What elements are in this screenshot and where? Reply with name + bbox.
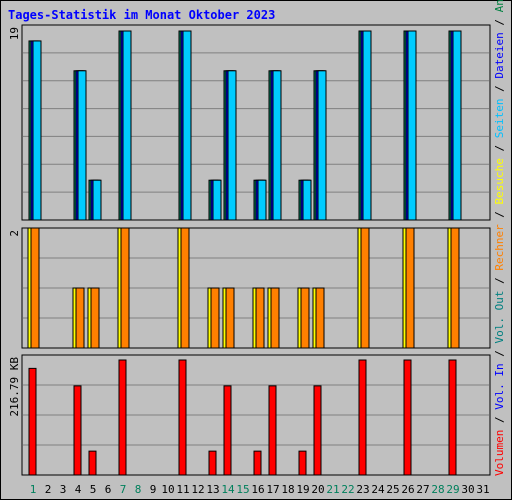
x-tick-label-day-27: 27 <box>416 483 429 496</box>
bar-seiten-day-26 <box>407 30 417 221</box>
bar-volumen-day-4 <box>73 385 82 476</box>
bar-seiten-day-23 <box>362 30 372 221</box>
x-tick-label-day-30: 30 <box>461 483 474 496</box>
x-tick-label-day-8: 8 <box>135 483 142 496</box>
x-tick-label-day-24: 24 <box>371 483 385 496</box>
legend-separator: / <box>493 79 506 99</box>
bar-rechner-day-4 <box>75 287 85 349</box>
bar-rechner-day-20 <box>315 287 325 349</box>
bar-rechner-day-13 <box>210 287 220 349</box>
bar-seiten-day-16 <box>257 179 267 221</box>
x-tick-label-day-20: 20 <box>311 483 324 496</box>
bar-rechner-day-14 <box>225 287 235 349</box>
legend-separator: / <box>493 138 506 158</box>
x-tick-label-day-15: 15 <box>236 483 249 496</box>
legend-separator: / <box>493 410 506 430</box>
bar-seiten-day-7 <box>122 30 132 221</box>
x-tick-label-day-21: 21 <box>326 483 339 496</box>
y-axis-max-label-visits: 2 <box>8 230 21 237</box>
bar-seiten-day-11 <box>182 30 192 221</box>
legend-item: Seiten <box>493 98 506 138</box>
legend-separator: / <box>493 271 506 291</box>
bar-seiten-day-14 <box>227 70 237 221</box>
bar-volumen-day-26 <box>403 359 412 476</box>
bar-rechner-day-19 <box>300 287 310 349</box>
x-tick-label-day-25: 25 <box>386 483 399 496</box>
legend-item: Vol. Out <box>493 291 506 344</box>
bar-rechner-day-26 <box>405 227 415 349</box>
x-tick-label-day-2: 2 <box>45 483 52 496</box>
legend-separator: / <box>493 12 506 32</box>
bar-volumen-day-13 <box>208 450 217 476</box>
right-legend: Volumen / Vol. In / Vol. Out / Rechner /… <box>493 0 506 476</box>
chart-title: Tages-Statistik im Monat Oktober 2023 <box>8 8 276 22</box>
y-axis-max-label-volume: 216.79 KB <box>8 357 21 417</box>
bar-volumen-day-5 <box>88 450 97 476</box>
x-tick-label-day-6: 6 <box>105 483 112 496</box>
x-tick-label-day-17: 17 <box>266 483 279 496</box>
bar-rechner-day-29 <box>450 227 460 349</box>
legend-separator: / <box>493 204 506 224</box>
bar-volumen-day-14 <box>223 385 232 476</box>
x-tick-label-day-14: 14 <box>221 483 235 496</box>
x-tick-label-day-3: 3 <box>60 483 67 496</box>
bar-volumen-day-19 <box>298 450 307 476</box>
bar-volumen-day-23 <box>358 359 367 476</box>
x-tick-label-day-19: 19 <box>296 483 309 496</box>
x-tick-label-day-9: 9 <box>150 483 157 496</box>
bar-volumen-day-1 <box>28 367 37 476</box>
x-tick-label-day-10: 10 <box>161 483 174 496</box>
x-tick-label-day-28: 28 <box>431 483 444 496</box>
bar-rechner-day-5 <box>90 287 100 349</box>
bar-rechner-day-16 <box>255 287 265 349</box>
x-tick-label-day-22: 22 <box>341 483 354 496</box>
bar-volumen-day-29 <box>448 359 457 476</box>
x-tick-label-day-31: 31 <box>476 483 489 496</box>
legend-item: Volumen <box>493 430 506 476</box>
x-tick-label-day-16: 16 <box>251 483 264 496</box>
x-tick-label-day-12: 12 <box>191 483 204 496</box>
bar-rechner-day-17 <box>270 287 280 349</box>
legend-item: Anfragen <box>493 0 506 12</box>
bar-rechner-day-7 <box>120 227 130 349</box>
bar-volumen-day-16 <box>253 450 262 476</box>
legend-item: Vol. In <box>493 363 506 409</box>
bar-volumen-day-20 <box>313 385 322 476</box>
x-tick-label-day-13: 13 <box>206 483 219 496</box>
bar-seiten-day-1 <box>32 40 42 221</box>
x-tick-label-day-26: 26 <box>401 483 414 496</box>
y-axis-max-label-requests: 19 <box>8 27 21 40</box>
bar-seiten-day-17 <box>272 70 282 221</box>
x-tick-label-day-11: 11 <box>176 483 189 496</box>
bar-rechner-day-1 <box>30 227 40 349</box>
x-tick-label-day-29: 29 <box>446 483 459 496</box>
bar-volumen-day-7 <box>118 359 127 476</box>
x-tick-label-day-23: 23 <box>356 483 369 496</box>
bar-volumen-day-11 <box>178 359 187 476</box>
x-tick-label-day-5: 5 <box>90 483 97 496</box>
legend-item: Rechner <box>493 224 506 271</box>
bar-seiten-day-29 <box>452 30 462 221</box>
bar-rechner-day-11 <box>180 227 190 349</box>
legend-item: Dateien <box>493 32 506 78</box>
legend-item: Besuche <box>493 158 506 204</box>
bar-seiten-day-13 <box>212 179 222 221</box>
bar-seiten-day-5 <box>92 179 102 221</box>
bar-rechner-day-23 <box>360 227 370 349</box>
bar-volumen-day-17 <box>268 385 277 476</box>
legend-separator: / <box>493 344 506 364</box>
bar-seiten-day-19 <box>302 179 312 221</box>
bar-seiten-day-4 <box>77 70 87 221</box>
x-tick-label-day-18: 18 <box>281 483 294 496</box>
bar-seiten-day-20 <box>317 70 327 221</box>
x-tick-label-day-1: 1 <box>30 483 37 496</box>
x-tick-label-day-7: 7 <box>120 483 127 496</box>
x-tick-label-day-4: 4 <box>75 483 82 496</box>
